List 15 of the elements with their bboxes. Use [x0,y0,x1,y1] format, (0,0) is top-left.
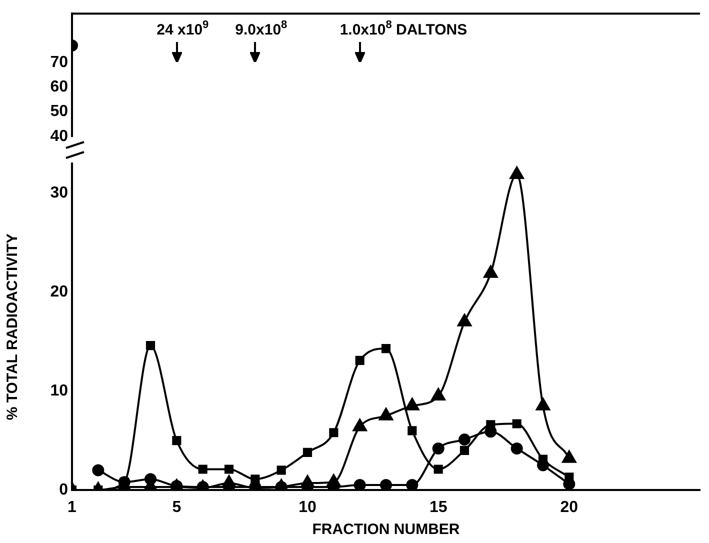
y-tick-label: 30 [50,184,68,202]
y-tick-label: 0 [59,481,68,498]
y-tick-label: 40 [50,128,68,145]
y-tick-label: 70 [50,54,68,72]
x-axis-title: FRACTION NUMBER [312,521,460,538]
x-tick-label: 15 [429,499,448,516]
x-tick-label: 1 [68,499,77,516]
y-tick-label: 50 [50,103,68,120]
x-tick-label: 5 [172,499,182,516]
y-tick-label: 10 [50,382,68,400]
x-tick-label: 20 [560,499,578,516]
y-tick-label: 60 [50,78,68,96]
y-axis-title: % TOTAL RADIOACTIVITY [4,233,22,420]
y-tick-label: 20 [50,284,68,301]
x-tick-label: 10 [298,499,316,516]
